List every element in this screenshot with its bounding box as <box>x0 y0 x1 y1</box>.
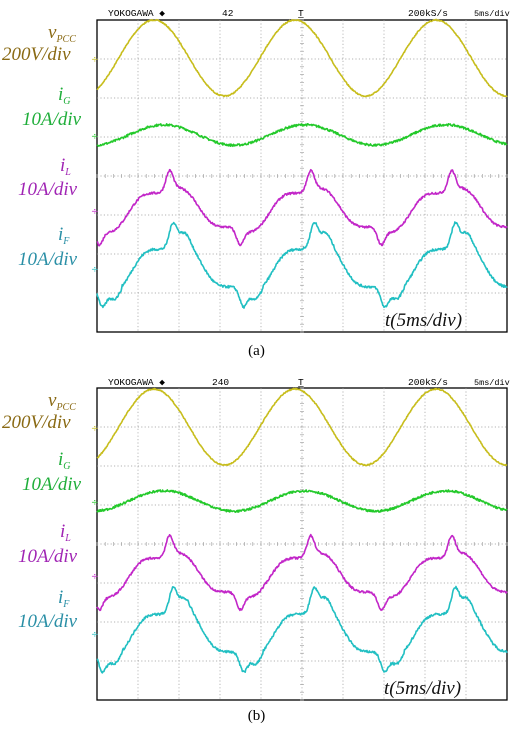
time-per-div: 5ms/div <box>474 378 510 388</box>
label-vpcc: vPCC 200V/div <box>2 390 76 433</box>
trace-vpcc <box>96 18 508 98</box>
label-vpcc-scale: 200V/div <box>2 44 71 65</box>
channel-marker: ÷ <box>91 55 99 65</box>
svg-text:iG: iG <box>58 449 71 472</box>
brand-label: YOKOGAWA ◆ <box>108 8 165 19</box>
label-vpcc-main: v <box>48 22 57 43</box>
label-il-scale: 10A/div <box>18 546 78 567</box>
label-if-scale: 10A/div <box>18 249 78 270</box>
channel-marker: ÷ <box>91 207 99 217</box>
label-ig-main: i <box>58 84 63 105</box>
svg-text:vPCC: vPCC <box>48 22 76 45</box>
acquisition-count: 42 <box>222 8 234 19</box>
trace-if <box>96 221 508 309</box>
label-il-main: i <box>60 521 65 542</box>
trace-il <box>96 168 508 247</box>
scope-grid <box>96 19 508 333</box>
acquisition-count: 240 <box>212 377 229 388</box>
trigger-marker: T̲ <box>298 8 304 19</box>
svg-text:iL: iL <box>60 155 71 178</box>
label-if: iF 10A/div <box>18 224 78 270</box>
label-vpcc-sub: PCC <box>55 34 76 45</box>
oscillogram-panel-a: YOKOGAWA ◆ 42 T̲ 200kS/s 5ms/div vPCC 20… <box>2 8 510 359</box>
label-il-scale: 10A/div <box>18 179 78 200</box>
svg-text:iF: iF <box>58 587 70 610</box>
label-vpcc-main: v <box>48 390 57 411</box>
label-ig-scale: 10A/div <box>22 109 82 130</box>
label-il-sub: L <box>64 533 71 544</box>
channel-marker: ÷ <box>91 265 99 275</box>
trace-il <box>96 533 508 612</box>
label-vpcc: vPCC 200V/div <box>2 22 76 65</box>
label-ig-sub: G <box>63 96 70 107</box>
scope-grid <box>96 387 508 701</box>
label-il-sub: L <box>64 167 71 178</box>
label-ig: iG 10A/div <box>22 84 82 130</box>
label-if-main: i <box>58 224 63 245</box>
channel-marker: ÷ <box>91 424 99 434</box>
label-il: iL 10A/div <box>18 521 78 567</box>
label-vpcc-scale: 200V/div <box>2 412 71 433</box>
oscillogram-a: YOKOGAWA ◆ 42 T̲ 200kS/s 5ms/div vPCC 20… <box>2 8 510 333</box>
svg-text:iL: iL <box>60 521 71 544</box>
trace-ig <box>96 489 508 513</box>
channel-marker: ÷ <box>91 572 99 582</box>
sample-rate: 200kS/s <box>408 377 448 388</box>
trace-ig <box>96 123 508 148</box>
channel-marker: ÷ <box>91 498 99 508</box>
svg-text:iG: iG <box>58 84 71 107</box>
brand-label: YOKOGAWA ◆ <box>108 377 165 388</box>
trigger-marker: T̲ <box>298 377 304 388</box>
label-if-main: i <box>58 587 63 608</box>
label-il: iL 10A/div <box>18 155 78 200</box>
label-if-scale: 10A/div <box>18 611 78 632</box>
time-axis-label: t(5ms/div) <box>384 678 461 699</box>
label-if: iF 10A/div <box>18 587 78 632</box>
channel-marker: ÷ <box>91 132 99 142</box>
oscillogram-panel-b: YOKOGAWA ◆ 240 T̲ 200kS/s 5ms/div vPCC 2… <box>0 365 513 730</box>
time-per-div: 5ms/div <box>474 9 510 19</box>
label-il-main: i <box>60 155 65 176</box>
time-axis-label: t(5ms/div) <box>385 310 462 331</box>
trace-if <box>96 585 508 674</box>
caption-b: (b) <box>247 708 266 724</box>
sample-rate: 200kS/s <box>408 8 448 19</box>
label-ig-sub: G <box>63 461 70 472</box>
trace-vpcc <box>96 387 508 467</box>
svg-text:vPCC: vPCC <box>48 390 76 413</box>
caption-a: (a) <box>248 343 265 359</box>
scope-screen-a: ÷ ÷ ÷ ÷ <box>91 18 508 333</box>
label-ig-scale: 10A/div <box>22 474 82 495</box>
channel-marker: ÷ <box>91 630 99 640</box>
label-ig-main: i <box>58 449 63 470</box>
label-if-sub: F <box>62 236 70 247</box>
scope-screen-b: ÷ ÷ ÷ ÷ <box>91 387 508 701</box>
svg-text:iF: iF <box>58 224 70 247</box>
label-ig: iG 10A/div <box>22 449 82 495</box>
label-if-sub: F <box>62 599 70 610</box>
label-vpcc-sub: PCC <box>55 402 76 413</box>
oscillogram-b: YOKOGAWA ◆ 240 T̲ 200kS/s 5ms/div vPCC 2… <box>2 377 510 701</box>
